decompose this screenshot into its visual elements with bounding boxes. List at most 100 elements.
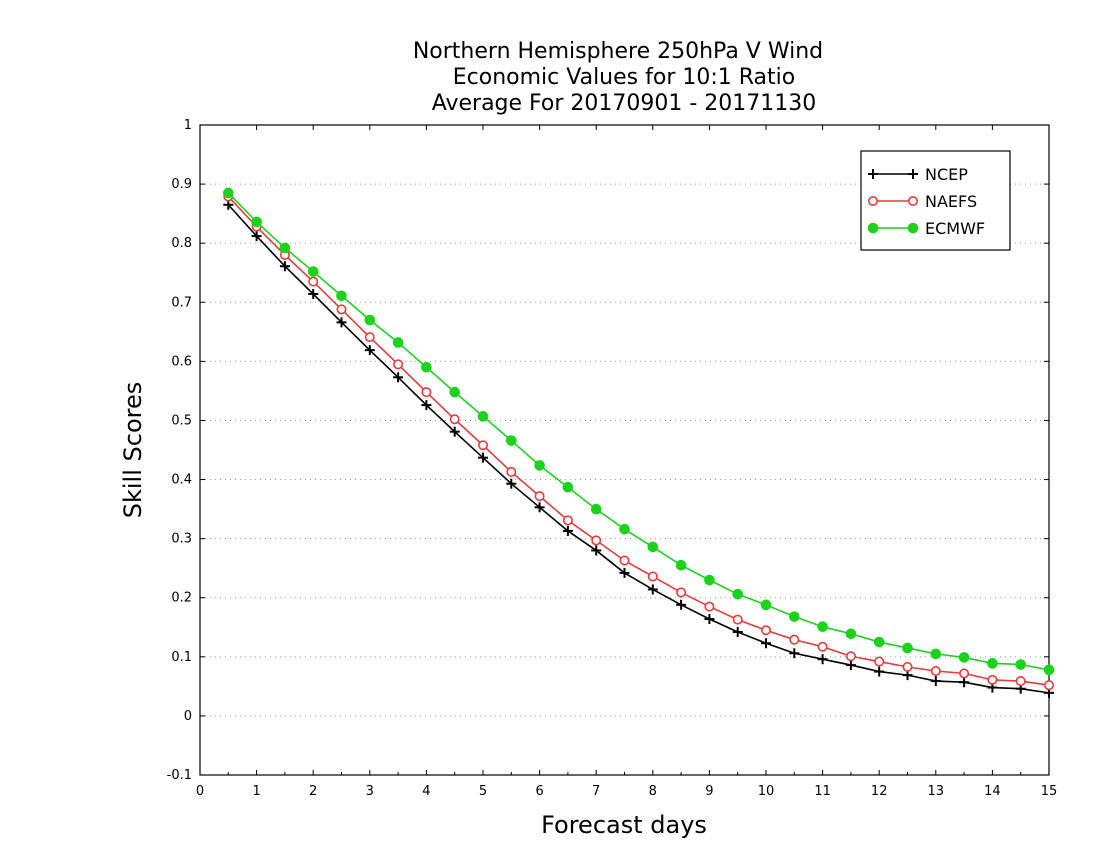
y-tick-label: 0.2	[171, 591, 192, 606]
data-point-ecmwf	[534, 460, 545, 471]
data-point-naefs	[732, 614, 743, 625]
data-point-ecmwf	[619, 523, 630, 535]
x-tick-label: 2	[309, 784, 317, 799]
x-tick-label: 0	[196, 784, 204, 799]
data-point-ncep	[449, 426, 460, 437]
data-point-ecmwf	[845, 628, 857, 640]
data-point-ncep	[364, 345, 375, 356]
x-tick-label: 8	[649, 784, 657, 799]
data-point-naefs	[421, 387, 432, 398]
data-point-naefs	[336, 304, 347, 315]
data-point-naefs	[959, 668, 970, 679]
axes: -0.100.10.20.30.40.50.60.70.80.910 1 2 3 4 5 6…	[167, 118, 1058, 799]
data-point-ecmwf	[704, 574, 715, 586]
y-tick-label: 0	[184, 709, 192, 724]
data-point-ecmwf	[364, 314, 376, 326]
data-point-ncep	[591, 545, 602, 556]
legend-marker-naefs	[907, 196, 918, 207]
y-tick-label: 1	[184, 118, 192, 133]
data-point-ncep	[506, 478, 517, 489]
title-line-2: Economic Values for 10:1 Ratio	[453, 65, 795, 90]
x-tick-label: 3	[366, 784, 374, 799]
x-tick-label: 1	[252, 784, 260, 799]
legend-label-ncep: NCEP	[925, 165, 968, 184]
data-point-ncep	[562, 525, 573, 536]
data-point-ncep	[279, 261, 290, 272]
x-axis-label: Forecast days	[541, 811, 707, 839]
data-point-ncep	[761, 638, 771, 649]
data-point-naefs	[647, 571, 658, 582]
data-point-naefs	[704, 601, 715, 612]
data-point-ncep	[251, 231, 262, 242]
x-tick-label: 6	[535, 784, 543, 799]
data-point-ncep	[789, 648, 800, 659]
data-point-ncep	[478, 452, 488, 463]
data-point-ncep	[874, 666, 885, 677]
data-point-ncep	[336, 317, 347, 328]
data-point-ncep	[732, 627, 743, 637]
x-tick-label: 14	[984, 784, 1001, 799]
y-tick-label: 0.9	[171, 177, 192, 192]
data-point-ncep	[308, 289, 319, 299]
data-point-ncep	[676, 599, 687, 610]
data-point-naefs	[760, 625, 771, 636]
data-point-naefs	[393, 359, 404, 370]
y-tick-label: 0.3	[171, 532, 192, 547]
y-tick-label: 0.7	[171, 295, 192, 310]
data-point-naefs	[845, 651, 856, 662]
x-tick-label: 7	[592, 784, 600, 799]
data-point-ncep	[817, 654, 828, 665]
data-point-ecmwf	[392, 337, 404, 348]
y-tick-label: 0.8	[171, 236, 192, 251]
data-point-ecmwf	[251, 216, 262, 228]
data-point-ecmwf	[760, 599, 772, 611]
x-tick-label: 15	[1041, 784, 1058, 799]
data-point-ecmwf	[279, 242, 291, 254]
data-point-ecmwf	[930, 648, 942, 660]
data-point-ncep	[421, 400, 432, 411]
title-line-3: Average For 20170901 - 20171130	[432, 91, 817, 116]
data-point-ecmwf	[336, 290, 347, 302]
data-point-ecmwf	[789, 611, 800, 622]
data-point-naefs	[874, 656, 885, 667]
data-point-ncep	[393, 372, 404, 383]
y-tick-label: 0.4	[171, 473, 192, 488]
data-point-naefs	[364, 332, 375, 343]
legend-entry-ncep: NCEP	[868, 165, 968, 184]
data-point-ecmwf	[477, 411, 489, 422]
data-point-ecmwf	[675, 559, 687, 571]
data-point-ncep	[845, 660, 856, 671]
legend-entry-ecmwf: ECMWF	[867, 219, 985, 238]
title-line-1: Northern Hemisphere 250hPa V Wind	[413, 39, 823, 64]
data-point-naefs	[987, 674, 998, 685]
data-point-ecmwf	[732, 588, 744, 600]
data-point-naefs	[676, 587, 687, 598]
data-point-ncep	[534, 502, 545, 513]
data-point-naefs	[591, 535, 602, 546]
series-layer	[223, 187, 1055, 698]
data-point-ecmwf	[307, 266, 319, 277]
legend-marker-ncep	[868, 169, 878, 179]
legend-marker-naefs	[867, 196, 878, 207]
x-tick-label: 11	[814, 784, 831, 799]
data-point-ecmwf	[958, 652, 970, 663]
y-tick-label: 0.5	[171, 413, 192, 428]
data-point-naefs	[506, 466, 517, 477]
y-tick-label: -0.1	[167, 768, 192, 783]
data-point-ncep	[619, 567, 630, 578]
data-point-ecmwf	[817, 621, 828, 632]
series-ecmwf	[223, 187, 1055, 676]
x-tick-label: 13	[928, 784, 945, 799]
data-point-naefs	[308, 276, 319, 287]
data-point-naefs	[789, 634, 800, 645]
chart-title: Northern Hemisphere 250hPa V Wind Econom…	[413, 39, 823, 116]
series-ncep	[223, 199, 1054, 698]
data-point-ecmwf	[1043, 664, 1055, 676]
data-point-ecmwf	[506, 435, 517, 446]
data-point-naefs	[902, 661, 913, 672]
x-tick-label: 9	[705, 784, 713, 799]
x-tick-label: 5	[479, 784, 487, 799]
data-point-ecmwf	[562, 481, 574, 493]
